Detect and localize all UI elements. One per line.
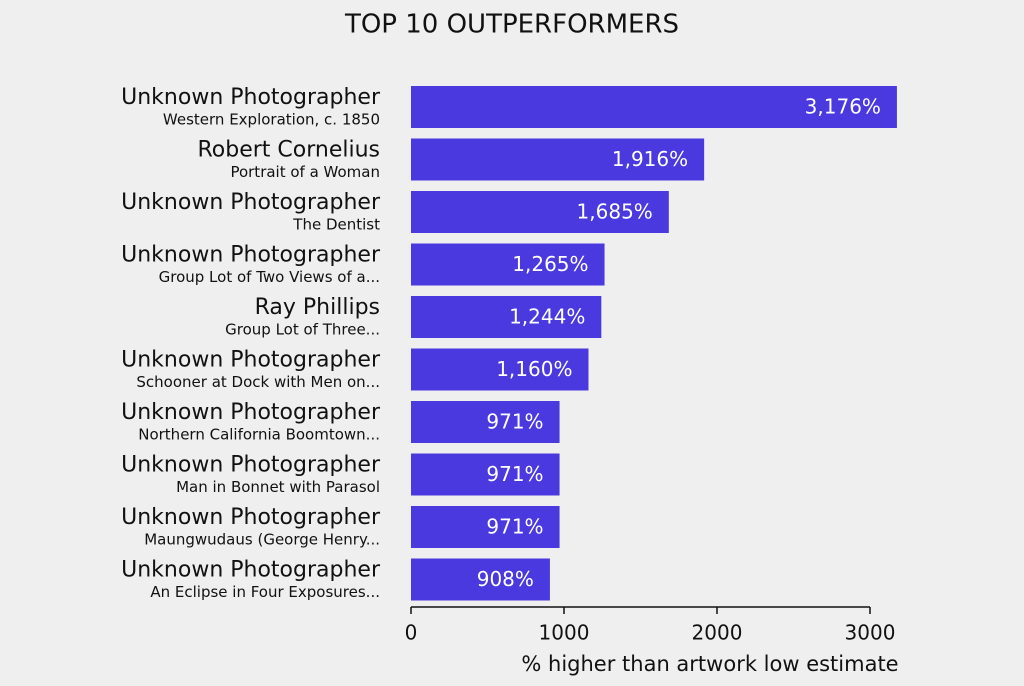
category-detail: Group Lot of Two Views of a... <box>159 268 380 286</box>
value-label: 1,244% <box>509 305 585 329</box>
category-label: Ray Phillips <box>255 295 380 320</box>
x-tick-label: 3000 <box>845 621 896 645</box>
category-detail: Schooner at Dock with Men on... <box>136 373 380 391</box>
category-label: Unknown Photographer <box>121 243 381 268</box>
value-label: 971% <box>486 515 543 539</box>
value-label: 908% <box>477 567 534 591</box>
category-detail: Man in Bonnet with Parasol <box>176 478 380 496</box>
value-label: 1,916% <box>612 147 688 171</box>
bar <box>411 138 705 181</box>
category-label: Unknown Photographer <box>121 558 381 583</box>
category-label: Unknown Photographer <box>121 348 381 373</box>
category-label: Unknown Photographer <box>121 85 381 110</box>
value-label: 971% <box>486 410 543 434</box>
category-detail: Northern California Boomtown... <box>138 426 380 444</box>
category-label: Unknown Photographer <box>121 505 381 530</box>
bar <box>411 401 560 443</box>
x-tick-label: 2000 <box>692 621 743 645</box>
value-label: 1,160% <box>496 357 572 381</box>
value-label: 3,176% <box>805 95 881 119</box>
category-detail: Western Exploration, c. 1850 <box>163 111 380 129</box>
x-tick-label: 1000 <box>539 621 590 645</box>
bar <box>411 191 669 233</box>
bar <box>411 296 602 338</box>
bar <box>411 86 897 128</box>
value-label: 971% <box>486 462 543 486</box>
value-label: 1,685% <box>577 200 653 224</box>
category-label: Unknown Photographer <box>121 190 381 215</box>
category-detail: Group Lot of Three... <box>225 321 380 339</box>
category-label: Unknown Photographer <box>121 400 381 425</box>
bar <box>411 348 589 391</box>
category-detail: Maungwudaus (George Henry... <box>144 531 380 549</box>
chart-title: TOP 10 OUTPERFORMERS <box>344 10 679 40</box>
bar <box>411 243 605 286</box>
category-label: Robert Cornelius <box>197 138 380 163</box>
bar <box>411 453 560 496</box>
x-axis-label: % higher than artwork low estimate <box>521 652 898 676</box>
bar <box>411 506 560 548</box>
x-tick-label: 0 <box>405 621 418 645</box>
bar <box>411 558 550 601</box>
category-detail: An Eclipse in Four Exposures... <box>150 583 380 601</box>
category-detail: The Dentist <box>292 216 380 234</box>
category-label: Unknown Photographer <box>121 453 381 478</box>
category-detail: Portrait of a Woman <box>230 163 380 181</box>
value-label: 1,265% <box>512 252 588 276</box>
